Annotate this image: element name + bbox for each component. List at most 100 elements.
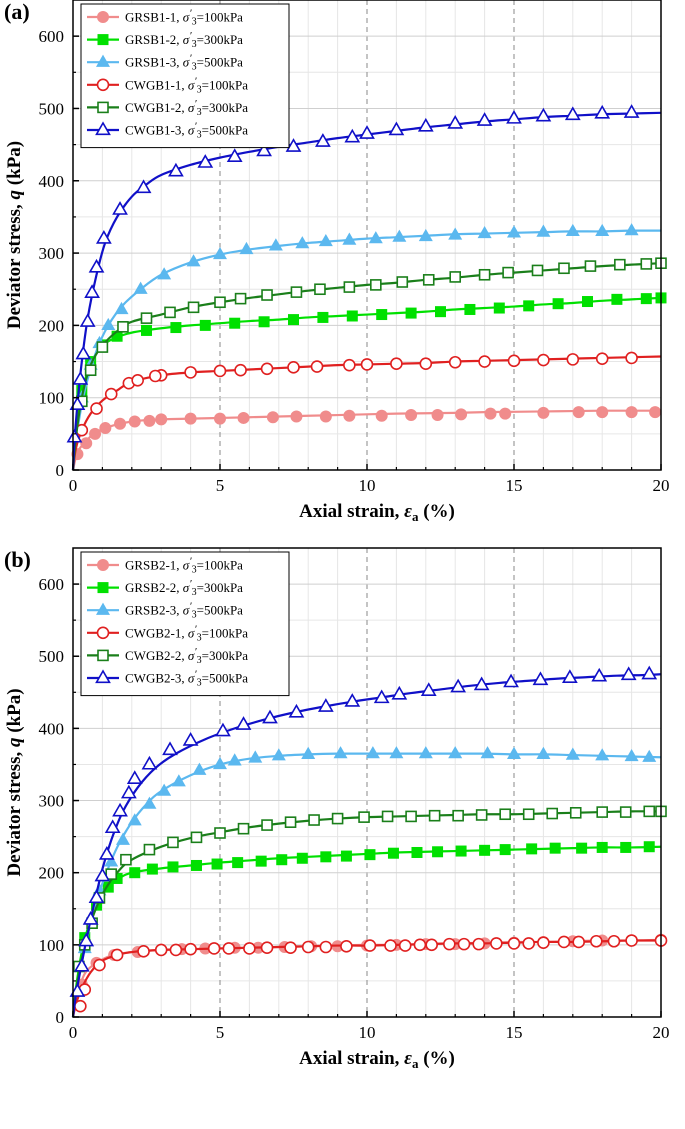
data-point: [331, 812, 344, 825]
data-point: [182, 732, 199, 746]
legend-subscript: 3: [197, 107, 202, 118]
legend-marker: [97, 101, 109, 114]
data-point: [373, 689, 390, 704]
legend-box: [80, 3, 290, 149]
data-point: [88, 889, 105, 904]
data-point: [211, 858, 223, 870]
data-point: [392, 229, 407, 242]
data-point: [390, 357, 403, 371]
data-point: [80, 437, 93, 450]
data-point: [522, 808, 535, 821]
data-point: [78, 932, 95, 947]
data-point: [537, 406, 550, 419]
data-point: [649, 406, 662, 419]
data-point: [295, 236, 310, 249]
data-point: [88, 258, 105, 273]
data-point: [457, 937, 471, 951]
data-point: [449, 271, 462, 283]
data-point: [96, 341, 109, 353]
data-point: [234, 292, 247, 305]
data-point: [537, 936, 550, 949]
data-point: [343, 358, 356, 372]
data-point: [428, 809, 441, 822]
legend-label: CWGB1-1, σ′3=100kPa: [125, 75, 248, 95]
data-point: [72, 370, 89, 385]
data-point: [611, 293, 623, 305]
data-point: [190, 859, 202, 871]
data-point: [389, 746, 404, 759]
legend-subscript: 3: [192, 587, 197, 598]
y-tick-label: 400: [39, 719, 65, 738]
data-point: [643, 805, 656, 818]
data-point: [266, 411, 279, 424]
data-point: [344, 693, 361, 707]
data-point: [115, 832, 130, 845]
legend-series-name: GRSB2-1,: [125, 558, 183, 573]
data-point: [261, 819, 273, 831]
data-point: [425, 938, 438, 952]
y-axis-title-text: Deviator stress,: [4, 747, 25, 877]
data-point: [340, 939, 353, 953]
data-point: [464, 303, 476, 315]
data-point: [472, 937, 486, 951]
data-point: [79, 313, 96, 327]
data-point: [239, 241, 254, 255]
data-point: [447, 115, 464, 129]
data-point: [384, 939, 397, 952]
data-point: [358, 811, 370, 823]
data-point: [301, 940, 315, 954]
data-point: [431, 409, 444, 422]
y-tick-label: 100: [39, 936, 65, 955]
data-point: [640, 258, 653, 270]
y-axis-title-unit: (kPa): [4, 688, 25, 737]
data-point: [301, 746, 316, 759]
legend-marker: [96, 626, 110, 640]
data-point: [368, 231, 383, 244]
panel-label: (a): [4, 0, 30, 24]
data-point: [625, 351, 638, 365]
legend-subscript: 3: [192, 39, 197, 50]
y-tick-label: 100: [39, 389, 65, 408]
data-point: [448, 227, 463, 240]
legend-pressure: =100kPa: [202, 77, 249, 92]
data-point: [625, 406, 638, 419]
x-axis-title-symbol: ε: [404, 1048, 412, 1069]
data-point: [310, 360, 324, 373]
data-point: [318, 233, 333, 247]
legend-series-name: GRSB2-3,: [125, 603, 183, 618]
legend-subscript: 3: [197, 84, 202, 95]
data-point: [290, 410, 303, 423]
data-point: [110, 948, 124, 962]
legend-marker: [97, 34, 109, 46]
data-point: [120, 853, 132, 866]
legend-prime: ′: [194, 623, 197, 635]
data-point: [260, 362, 274, 376]
data-point: [576, 842, 588, 854]
x-tick-label: 15: [506, 476, 523, 495]
data-point: [143, 414, 156, 427]
legend-prime: ′: [189, 53, 192, 65]
data-point: [271, 748, 286, 761]
data-point: [73, 957, 90, 972]
data-point: [381, 810, 394, 823]
data-point: [114, 417, 127, 430]
data-point: [197, 154, 214, 168]
data-point: [237, 411, 250, 424]
data-point: [262, 709, 278, 724]
data-point: [387, 847, 399, 859]
data-point: [214, 296, 226, 309]
legend-label: GRSB2-3, σ′3=500kPa: [125, 601, 243, 621]
data-point: [405, 810, 417, 823]
data-point: [167, 836, 179, 849]
data-point: [126, 770, 143, 784]
legend-marker: [95, 669, 111, 684]
legend-label: CWGB2-2, σ′3=300kPa: [125, 646, 248, 666]
data-point: [235, 716, 252, 730]
legend-prime: ′: [194, 646, 197, 658]
data-point: [215, 722, 231, 737]
legend-sigma: σ: [188, 625, 195, 640]
series-cwgb2-1: [71, 934, 668, 1018]
data-point: [596, 406, 609, 419]
legend-subscript: 3: [197, 130, 202, 141]
